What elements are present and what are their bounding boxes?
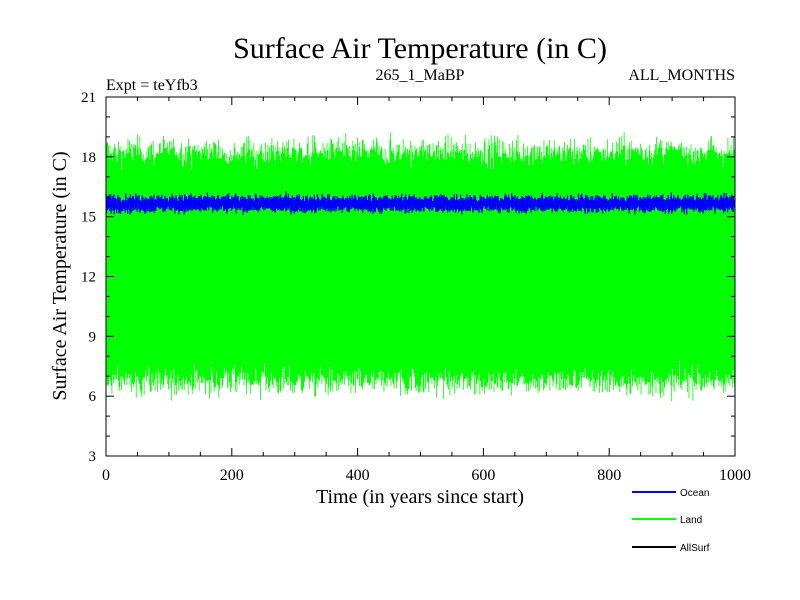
x-tick-label: 400	[346, 467, 370, 484]
x-tick-label: 200	[220, 467, 244, 484]
y-axis-label: Surface Air Temperature (in C)	[49, 151, 71, 400]
x-axis-label: Time (in years since start)	[316, 486, 524, 508]
y-tick-label: 21	[81, 90, 96, 106]
land-series-line	[105, 132, 736, 402]
y-tick-label: 15	[81, 210, 96, 226]
y-tick-label: 9	[89, 329, 97, 345]
period-label: 265_1_MaBP	[376, 67, 465, 84]
x-tick-label: 1000	[719, 467, 751, 484]
x-tick-label: 0	[102, 467, 110, 484]
y-tick-label: 12	[81, 270, 96, 286]
x-tick-label: 600	[471, 467, 495, 484]
experiment-label: Expt = teYfb3	[106, 77, 198, 94]
axes: 0 200 400 600 800 1000 3 6 9 12 15 18 21	[81, 90, 751, 484]
ocean-series-line	[105, 191, 736, 215]
y-tick-label: 6	[89, 389, 97, 405]
x-tick-label: 800	[597, 467, 621, 484]
legend: Ocean Land AllSurf	[632, 488, 710, 554]
months-label: ALL_MONTHS	[628, 67, 735, 84]
legend-label-land: Land	[680, 515, 702, 526]
legend-label-ocean: Ocean	[680, 488, 709, 499]
plot-area	[105, 132, 736, 402]
legend-label-allsurf: AllSurf	[680, 543, 710, 554]
chart-title: Surface Air Temperature (in C)	[233, 32, 607, 65]
y-tick-label: 3	[89, 449, 97, 465]
y-tick-label: 18	[81, 150, 96, 166]
